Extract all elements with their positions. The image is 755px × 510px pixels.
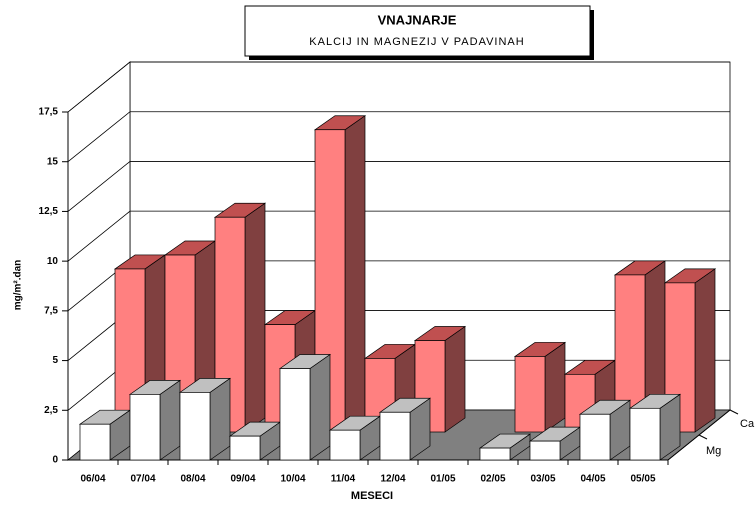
y-tick-label: 10 xyxy=(47,256,59,267)
x-tick-label: 07/04 xyxy=(130,474,155,485)
y-tick-label: 17,5 xyxy=(39,107,59,118)
y-axis-label: mg/m².dan xyxy=(13,260,24,311)
bars xyxy=(78,115,717,461)
bar-side xyxy=(444,325,466,433)
x-tick-label: 02/05 xyxy=(480,474,505,485)
depth-tick xyxy=(729,409,739,415)
x-axis-label: MESECI xyxy=(351,490,393,502)
bar-side xyxy=(544,341,566,433)
y-tick-label: 12,5 xyxy=(39,206,59,217)
bar xyxy=(579,413,611,461)
x-tick-label: 01/05 xyxy=(430,474,455,485)
bar xyxy=(629,407,661,461)
bar xyxy=(129,394,161,461)
x-tick-label: 05/05 xyxy=(630,474,655,485)
grid-line xyxy=(67,161,730,212)
x-tick-label: 06/04 xyxy=(80,474,105,485)
grid-line xyxy=(67,111,730,163)
bar xyxy=(79,423,111,461)
bar xyxy=(514,356,546,433)
bar-side xyxy=(344,115,366,433)
x-tick-label: 09/04 xyxy=(230,474,255,485)
x-tick-label: 03/05 xyxy=(530,474,555,485)
legend-label: Mg xyxy=(706,445,721,457)
bar xyxy=(479,447,511,461)
bar xyxy=(229,435,261,461)
bar xyxy=(329,429,361,461)
grid-line xyxy=(67,210,730,262)
chart-title: VNAJNARJE xyxy=(378,12,457,27)
y-tick-label: 5 xyxy=(52,355,58,366)
depth-tick xyxy=(698,434,708,440)
bar xyxy=(379,411,411,461)
chart-subtitle: KALCIJ IN MAGNEZIJ V PADAVINAH xyxy=(309,36,524,48)
y-tick-label: 15 xyxy=(47,156,59,167)
x-tick-label: 04/05 xyxy=(580,474,605,485)
legend-label: Ca xyxy=(740,418,755,430)
x-tick-label: 08/04 xyxy=(180,474,205,485)
x-tick-label: 12/04 xyxy=(380,474,405,485)
x-tick-label: 11/04 xyxy=(331,474,356,485)
y-tick-label: 0 xyxy=(52,455,58,466)
bar-side xyxy=(244,202,266,433)
bar xyxy=(529,440,561,461)
bar xyxy=(179,392,211,461)
bar xyxy=(279,368,311,461)
x-tick-label: 10/04 xyxy=(280,474,305,485)
bar-side xyxy=(309,353,331,461)
grid-line xyxy=(67,61,730,113)
depth-axis xyxy=(667,409,731,461)
title-box xyxy=(244,5,591,57)
bar-side xyxy=(694,268,716,433)
y-tick-label: 7,5 xyxy=(44,305,58,316)
y-tick-label: 2,5 xyxy=(44,405,58,416)
